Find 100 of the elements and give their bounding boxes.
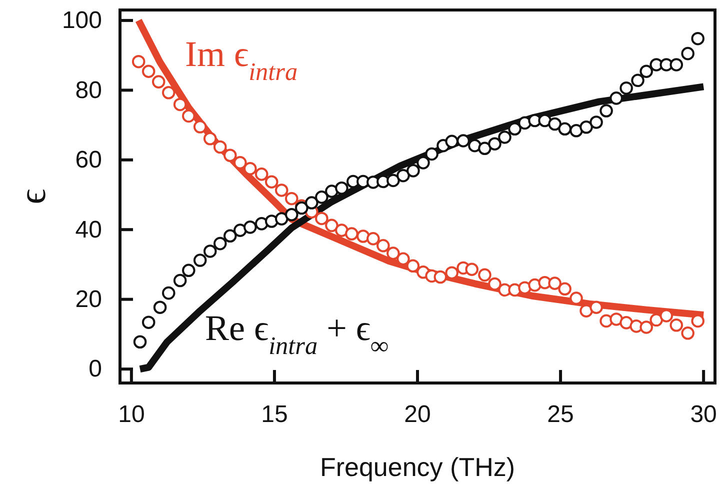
point <box>133 335 147 348</box>
point <box>162 286 176 300</box>
point <box>478 268 492 282</box>
point <box>670 58 684 72</box>
x-tick-label: 10 <box>118 401 145 428</box>
point <box>681 46 694 60</box>
point <box>538 114 552 128</box>
point <box>234 156 247 170</box>
point <box>173 98 187 112</box>
y-tick-label: 20 <box>75 286 102 314</box>
point <box>315 190 328 204</box>
point <box>570 124 583 138</box>
point <box>376 239 390 252</box>
point <box>284 208 298 222</box>
point <box>468 138 482 152</box>
point <box>162 86 176 100</box>
point <box>264 175 278 188</box>
point <box>386 174 400 188</box>
point <box>590 300 603 314</box>
point <box>305 196 318 210</box>
point <box>406 164 420 178</box>
point <box>274 212 288 226</box>
point <box>406 259 420 272</box>
point <box>670 318 684 332</box>
point <box>548 117 562 131</box>
point <box>132 54 146 68</box>
point <box>203 132 217 146</box>
point <box>152 75 166 88</box>
y-tick-label: 80 <box>75 76 102 104</box>
annotation: Re ϵ$_{intra}$ + ϵ$_{∞}$ <box>205 308 388 360</box>
point <box>691 32 704 46</box>
point <box>315 212 328 226</box>
x-tick-label: 30 <box>690 401 717 428</box>
point <box>640 64 653 78</box>
point <box>600 104 613 118</box>
point <box>508 122 522 136</box>
point <box>213 140 227 154</box>
x-axis-title: Frequency (THz) <box>320 452 516 482</box>
point <box>590 116 603 129</box>
y-tick-label: 100 <box>62 7 102 34</box>
point <box>213 236 227 250</box>
point <box>558 282 572 296</box>
point <box>620 81 633 95</box>
point <box>193 254 207 267</box>
point <box>488 137 502 150</box>
point <box>335 224 348 237</box>
point <box>650 313 663 327</box>
point <box>142 316 156 329</box>
point <box>254 168 268 181</box>
annotation: Im ϵ$_{intra}$ <box>185 34 298 86</box>
point <box>223 229 237 243</box>
point <box>325 218 338 232</box>
point <box>445 266 458 280</box>
point <box>345 227 358 240</box>
point <box>610 92 623 105</box>
point <box>631 74 644 88</box>
point <box>558 122 572 136</box>
point <box>173 274 187 288</box>
point <box>223 148 237 162</box>
point <box>142 64 156 78</box>
point <box>396 168 410 182</box>
point <box>548 276 562 290</box>
point <box>445 134 458 148</box>
point <box>610 312 623 326</box>
point <box>182 264 196 278</box>
point <box>386 246 400 260</box>
x-tick-label: 15 <box>261 401 288 428</box>
point <box>640 320 653 334</box>
point <box>203 244 217 258</box>
point <box>234 224 247 237</box>
point <box>528 278 542 292</box>
point <box>366 232 380 246</box>
point <box>325 184 338 198</box>
point <box>620 316 633 330</box>
y-tick-label: 40 <box>75 216 102 244</box>
point <box>580 120 593 134</box>
point <box>182 109 196 123</box>
point <box>465 262 478 276</box>
point <box>570 292 583 305</box>
y-tick-label: 0 <box>88 356 102 383</box>
point <box>335 182 348 195</box>
y-tick-label: 60 <box>75 146 102 174</box>
point <box>284 192 298 206</box>
x-tick-label: 25 <box>547 401 574 428</box>
point <box>274 184 288 197</box>
point <box>434 270 448 284</box>
point <box>488 277 502 291</box>
point <box>416 156 430 170</box>
point <box>660 309 674 322</box>
y-axis-title: ϵ <box>12 188 54 204</box>
point <box>478 142 492 156</box>
point <box>193 120 207 134</box>
point <box>456 134 470 148</box>
point <box>498 130 512 144</box>
point <box>244 220 257 234</box>
point <box>691 314 704 328</box>
point <box>153 300 167 314</box>
point <box>681 326 694 340</box>
point <box>425 147 438 161</box>
x-tick-label: 20 <box>404 401 431 428</box>
